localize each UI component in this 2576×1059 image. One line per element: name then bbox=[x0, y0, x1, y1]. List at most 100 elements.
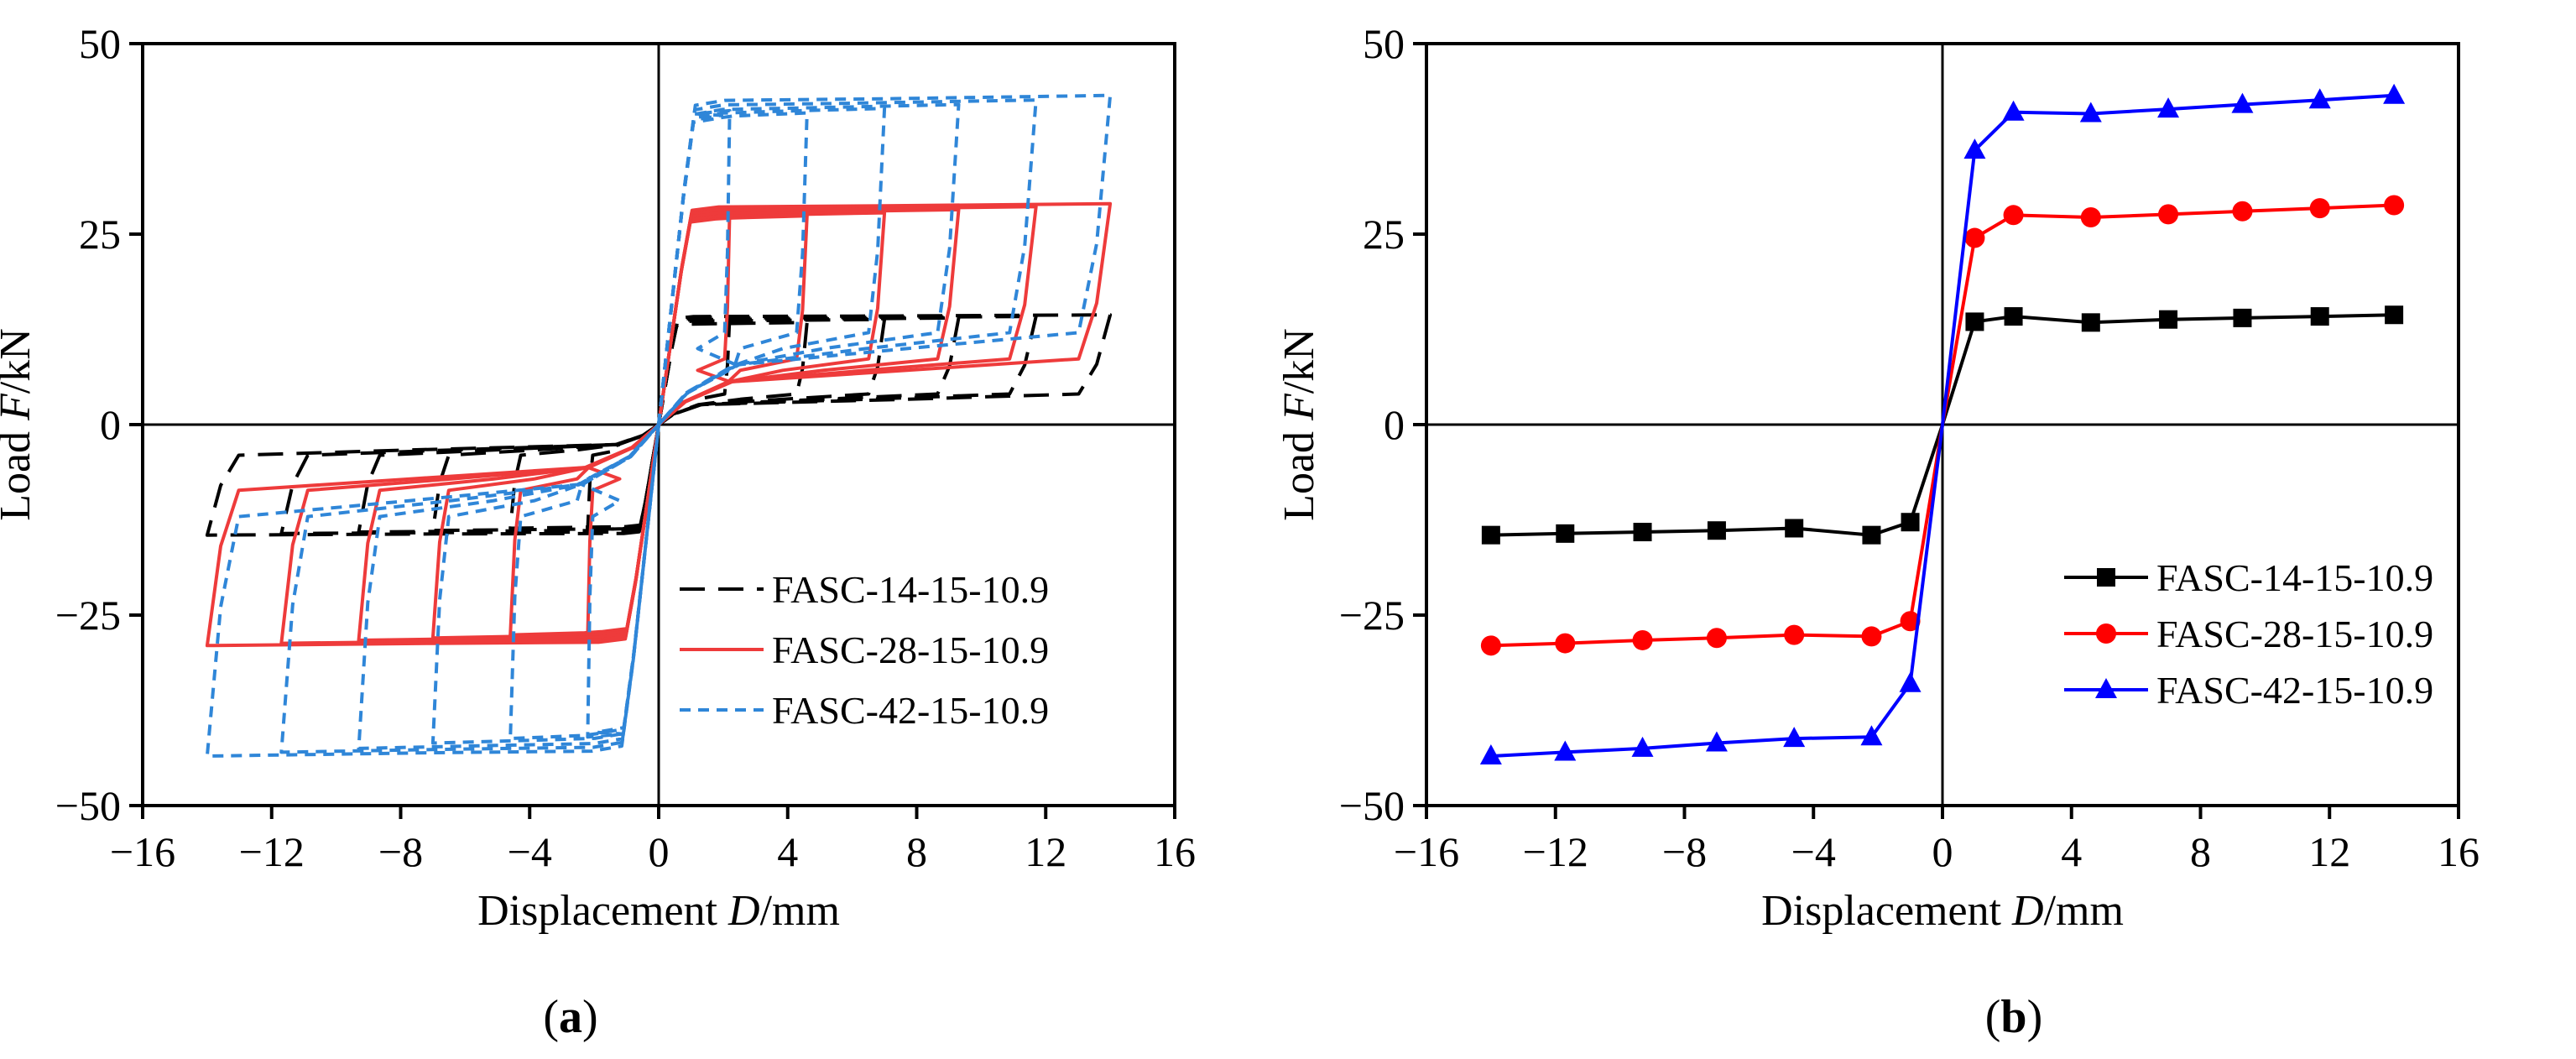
data-point bbox=[2003, 205, 2024, 226]
x-tick-label: 0 bbox=[649, 828, 670, 875]
x-tick-label: −8 bbox=[378, 828, 423, 875]
legend-item: FASC-14-15-10.9 bbox=[680, 568, 1049, 611]
data-point bbox=[2385, 305, 2404, 325]
data-point bbox=[1707, 521, 1726, 540]
data-point bbox=[1480, 635, 1501, 656]
y-axis-title: Load F/kN bbox=[0, 328, 39, 521]
data-point bbox=[2384, 195, 2405, 216]
x-tick-label: 4 bbox=[2061, 828, 2082, 875]
legend-item: FASC-42-15-10.9 bbox=[680, 689, 1049, 732]
data-point bbox=[2310, 307, 2329, 326]
data-point bbox=[2231, 92, 2254, 113]
legend-label: FASC-28-15-10.9 bbox=[2156, 613, 2433, 655]
data-point bbox=[2159, 310, 2178, 329]
panel-label: (b) bbox=[1985, 991, 2042, 1043]
x-tick-label: −12 bbox=[239, 828, 305, 875]
y-tick-label: 25 bbox=[79, 211, 121, 258]
x-tick-label: 12 bbox=[2308, 828, 2350, 875]
data-point bbox=[2158, 204, 2179, 225]
data-point bbox=[1632, 629, 1653, 650]
x-tick-label: −4 bbox=[508, 828, 552, 875]
legend-marker bbox=[2096, 623, 2116, 644]
data-point bbox=[1861, 626, 1882, 647]
x-tick-label: 8 bbox=[906, 828, 927, 875]
x-axis-unit: /mm bbox=[2044, 887, 2124, 935]
data-point bbox=[2157, 97, 2180, 118]
data-point bbox=[1964, 227, 1985, 248]
chart-panel-a: −16 −12 −8 −4 0 4 8 12 16 −50 −25 0 25 50 Displacement… bbox=[0, 20, 1196, 1043]
x-axis-symbol: D bbox=[727, 887, 760, 935]
data-point bbox=[2081, 313, 2100, 332]
series-FASC-42-15-10.9 bbox=[205, 93, 1113, 758]
legend: FASC-14-15-10.9 FASC-28-15-10.9 FASC-42-15… bbox=[2064, 556, 2433, 712]
legend-marker bbox=[2095, 678, 2117, 698]
x-tick-label: 0 bbox=[1932, 828, 1953, 875]
y-tick-label: 0 bbox=[1384, 401, 1405, 448]
panel-label: (a) bbox=[543, 991, 597, 1043]
data-point bbox=[2309, 198, 2330, 219]
legend-label: FASC-14-15-10.9 bbox=[772, 568, 1049, 611]
data-point bbox=[1783, 727, 1806, 748]
y-axis-unit: /kN bbox=[0, 328, 39, 394]
data-point bbox=[2308, 88, 2331, 109]
data-point bbox=[1631, 736, 1654, 757]
series-FASC-42-15-10.9 bbox=[1479, 83, 2406, 764]
legend-marker bbox=[2097, 568, 2115, 587]
data-point bbox=[2233, 308, 2252, 327]
x-axis-title: Displacement D/mm bbox=[477, 887, 840, 935]
series-line bbox=[1490, 93, 2395, 758]
x-tick-label: −16 bbox=[1394, 828, 1459, 875]
x-tick-label: 16 bbox=[1154, 828, 1196, 875]
data-point bbox=[1862, 525, 1881, 545]
y-tick-label: 0 bbox=[100, 401, 121, 448]
x-tick-label: 16 bbox=[2438, 828, 2480, 875]
data-point bbox=[1860, 725, 1883, 746]
x-tick-label: −16 bbox=[110, 828, 175, 875]
y-axis-symbol: F bbox=[1275, 393, 1323, 421]
hysteresis-loop-6 bbox=[205, 93, 1113, 758]
data-point bbox=[1900, 611, 1921, 632]
data-point bbox=[2004, 307, 2023, 326]
y-tick-label: −25 bbox=[55, 592, 121, 639]
data-point bbox=[1785, 519, 1804, 538]
data-point bbox=[2232, 201, 2253, 222]
plot-area bbox=[205, 93, 1113, 758]
plot-area bbox=[1479, 83, 2406, 764]
legend-label: FASC-14-15-10.9 bbox=[2156, 556, 2433, 599]
data-point bbox=[1706, 628, 1727, 649]
x-tick-label: −12 bbox=[1523, 828, 1588, 875]
legend-label: FASC-28-15-10.9 bbox=[772, 629, 1049, 671]
data-point bbox=[1965, 312, 1984, 331]
y-axis-name: Load bbox=[0, 431, 39, 521]
y-tick-label: 50 bbox=[79, 20, 121, 67]
x-tick-label: −4 bbox=[1791, 828, 1836, 875]
x-axis-unit: /mm bbox=[760, 887, 840, 935]
data-point bbox=[2383, 83, 2406, 104]
chart-panel-b: −16 −12 −8 −4 0 4 8 12 16 −50 −25 0 25 50 Displacement… bbox=[1275, 20, 2480, 1043]
y-tick-label: 25 bbox=[1363, 211, 1405, 258]
y-axis-title: Load F/kN bbox=[1275, 328, 1323, 521]
x-axis-name: Displacement bbox=[477, 887, 717, 935]
legend: FASC-14-15-10.9 FASC-28-15-10.9 FASC-42-15… bbox=[680, 568, 1049, 732]
y-tick-label: −50 bbox=[1339, 782, 1405, 829]
x-tick-label: 8 bbox=[2190, 828, 2211, 875]
data-point bbox=[1481, 525, 1500, 545]
legend-label: FASC-42-15-10.9 bbox=[772, 689, 1049, 732]
legend-label: FASC-42-15-10.9 bbox=[2156, 669, 2433, 712]
x-axis-title: Displacement D/mm bbox=[1761, 887, 2124, 935]
data-point bbox=[2079, 102, 2102, 123]
data-point bbox=[1479, 743, 1502, 764]
x-tick-label: 4 bbox=[777, 828, 798, 875]
data-point bbox=[2080, 207, 2101, 228]
legend-item: FASC-14-15-10.9 bbox=[2064, 556, 2433, 599]
y-axis-symbol: F bbox=[0, 393, 39, 421]
x-tick-label: −8 bbox=[1662, 828, 1707, 875]
y-axis-unit: /kN bbox=[1275, 328, 1323, 394]
data-point bbox=[2002, 100, 2025, 121]
data-point bbox=[1901, 513, 1920, 532]
data-point bbox=[1556, 524, 1575, 543]
x-axis-name: Displacement bbox=[1761, 887, 2001, 935]
y-tick-label: −50 bbox=[55, 782, 121, 829]
